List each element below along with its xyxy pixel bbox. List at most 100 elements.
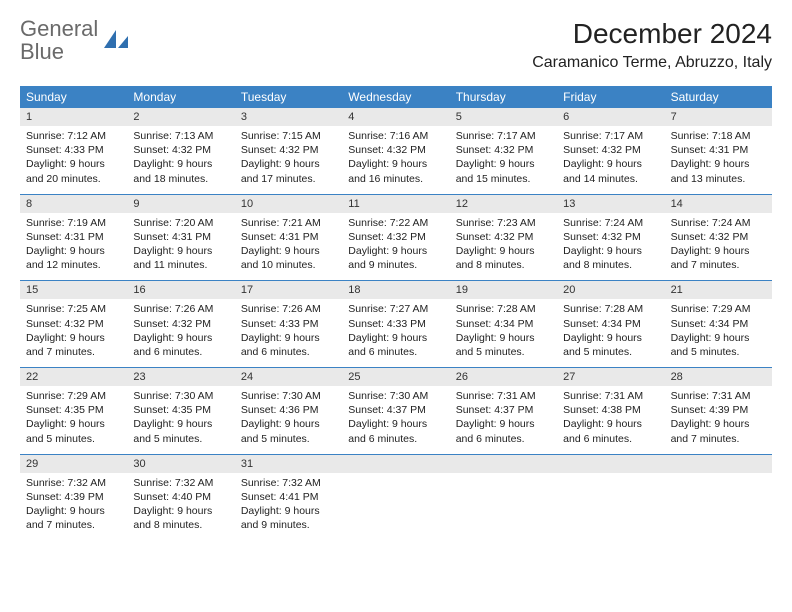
date-number: 1	[20, 108, 127, 126]
daylight-text: Daylight: 9 hours	[26, 331, 121, 345]
daylight-text: and 12 minutes.	[26, 258, 121, 272]
sunset-text: Sunset: 4:34 PM	[456, 317, 551, 331]
daylight-text: Daylight: 9 hours	[671, 244, 766, 258]
day-headers-row: Sunday Monday Tuesday Wednesday Thursday…	[20, 86, 772, 108]
daylight-text: Daylight: 9 hours	[456, 157, 551, 171]
sunset-text: Sunset: 4:32 PM	[348, 143, 443, 157]
sunrise-text: Sunrise: 7:31 AM	[456, 389, 551, 403]
daylight-text: and 16 minutes.	[348, 172, 443, 186]
date-number	[665, 455, 772, 473]
day-cell	[557, 473, 664, 541]
sunrise-text: Sunrise: 7:16 AM	[348, 129, 443, 143]
daylight-text: and 5 minutes.	[563, 345, 658, 359]
day-cell: Sunrise: 7:28 AMSunset: 4:34 PMDaylight:…	[557, 299, 664, 367]
daylight-text: and 8 minutes.	[456, 258, 551, 272]
date-number: 22	[20, 368, 127, 386]
sunset-text: Sunset: 4:33 PM	[26, 143, 121, 157]
location-subtitle: Caramanico Terme, Abruzzo, Italy	[532, 54, 772, 72]
date-number: 25	[342, 368, 449, 386]
day-cell: Sunrise: 7:30 AMSunset: 4:36 PMDaylight:…	[235, 386, 342, 454]
date-number: 28	[665, 368, 772, 386]
sunset-text: Sunset: 4:33 PM	[348, 317, 443, 331]
day-cell: Sunrise: 7:31 AMSunset: 4:38 PMDaylight:…	[557, 386, 664, 454]
date-number: 23	[127, 368, 234, 386]
cells-row: Sunrise: 7:29 AMSunset: 4:35 PMDaylight:…	[20, 386, 772, 454]
daylight-text: Daylight: 9 hours	[26, 417, 121, 431]
sunrise-text: Sunrise: 7:21 AM	[241, 216, 336, 230]
sunset-text: Sunset: 4:36 PM	[241, 403, 336, 417]
daylight-text: and 10 minutes.	[241, 258, 336, 272]
sunrise-text: Sunrise: 7:32 AM	[241, 476, 336, 490]
daylight-text: and 5 minutes.	[456, 345, 551, 359]
daylight-text: and 6 minutes.	[348, 345, 443, 359]
day-cell: Sunrise: 7:29 AMSunset: 4:35 PMDaylight:…	[20, 386, 127, 454]
date-number: 31	[235, 455, 342, 473]
daylight-text: and 17 minutes.	[241, 172, 336, 186]
sunrise-text: Sunrise: 7:27 AM	[348, 302, 443, 316]
day-header: Tuesday	[235, 86, 342, 108]
daylight-text: Daylight: 9 hours	[241, 331, 336, 345]
day-cell: Sunrise: 7:25 AMSunset: 4:32 PMDaylight:…	[20, 299, 127, 367]
sunset-text: Sunset: 4:32 PM	[456, 143, 551, 157]
daylight-text: and 14 minutes.	[563, 172, 658, 186]
day-cell: Sunrise: 7:17 AMSunset: 4:32 PMDaylight:…	[557, 126, 664, 194]
daylight-text: Daylight: 9 hours	[671, 417, 766, 431]
date-number: 20	[557, 281, 664, 299]
sunset-text: Sunset: 4:33 PM	[241, 317, 336, 331]
sunrise-text: Sunrise: 7:18 AM	[671, 129, 766, 143]
daylight-text: and 9 minutes.	[348, 258, 443, 272]
week-block: 293031Sunrise: 7:32 AMSunset: 4:39 PMDay…	[20, 454, 772, 541]
date-strip: 22232425262728	[20, 368, 772, 386]
sunset-text: Sunset: 4:32 PM	[456, 230, 551, 244]
cells-row: Sunrise: 7:32 AMSunset: 4:39 PMDaylight:…	[20, 473, 772, 541]
daylight-text: Daylight: 9 hours	[563, 157, 658, 171]
day-cell: Sunrise: 7:20 AMSunset: 4:31 PMDaylight:…	[127, 213, 234, 281]
date-number: 12	[450, 195, 557, 213]
sunset-text: Sunset: 4:32 PM	[563, 230, 658, 244]
date-number: 13	[557, 195, 664, 213]
sunrise-text: Sunrise: 7:30 AM	[241, 389, 336, 403]
day-cell: Sunrise: 7:24 AMSunset: 4:32 PMDaylight:…	[665, 213, 772, 281]
date-number: 8	[20, 195, 127, 213]
date-number: 16	[127, 281, 234, 299]
daylight-text: and 5 minutes.	[26, 432, 121, 446]
daylight-text: and 7 minutes.	[26, 518, 121, 532]
sunset-text: Sunset: 4:31 PM	[241, 230, 336, 244]
date-number: 7	[665, 108, 772, 126]
cells-row: Sunrise: 7:12 AMSunset: 4:33 PMDaylight:…	[20, 126, 772, 194]
daylight-text: Daylight: 9 hours	[133, 157, 228, 171]
daylight-text: and 7 minutes.	[26, 345, 121, 359]
sunset-text: Sunset: 4:31 PM	[671, 143, 766, 157]
daylight-text: Daylight: 9 hours	[133, 417, 228, 431]
date-number: 2	[127, 108, 234, 126]
date-number: 5	[450, 108, 557, 126]
date-number: 15	[20, 281, 127, 299]
date-number	[450, 455, 557, 473]
sunset-text: Sunset: 4:40 PM	[133, 490, 228, 504]
sunset-text: Sunset: 4:35 PM	[26, 403, 121, 417]
sunrise-text: Sunrise: 7:15 AM	[241, 129, 336, 143]
sunset-text: Sunset: 4:32 PM	[563, 143, 658, 157]
week-block: 1234567Sunrise: 7:12 AMSunset: 4:33 PMDa…	[20, 108, 772, 194]
daylight-text: and 8 minutes.	[133, 518, 228, 532]
logo-text-blue: Blue	[20, 39, 64, 64]
date-strip: 891011121314	[20, 195, 772, 213]
sunrise-text: Sunrise: 7:31 AM	[671, 389, 766, 403]
daylight-text: Daylight: 9 hours	[241, 157, 336, 171]
day-cell: Sunrise: 7:19 AMSunset: 4:31 PMDaylight:…	[20, 213, 127, 281]
sunrise-text: Sunrise: 7:24 AM	[671, 216, 766, 230]
daylight-text: Daylight: 9 hours	[348, 244, 443, 258]
day-cell: Sunrise: 7:24 AMSunset: 4:32 PMDaylight:…	[557, 213, 664, 281]
sunrise-text: Sunrise: 7:13 AM	[133, 129, 228, 143]
daylight-text: and 9 minutes.	[241, 518, 336, 532]
daylight-text: Daylight: 9 hours	[456, 244, 551, 258]
day-cell: Sunrise: 7:18 AMSunset: 4:31 PMDaylight:…	[665, 126, 772, 194]
sunset-text: Sunset: 4:32 PM	[26, 317, 121, 331]
sunset-text: Sunset: 4:39 PM	[26, 490, 121, 504]
logo: General Blue	[20, 18, 130, 64]
daylight-text: Daylight: 9 hours	[241, 417, 336, 431]
daylight-text: and 13 minutes.	[671, 172, 766, 186]
date-number: 6	[557, 108, 664, 126]
day-cell: Sunrise: 7:26 AMSunset: 4:33 PMDaylight:…	[235, 299, 342, 367]
daylight-text: and 7 minutes.	[671, 432, 766, 446]
